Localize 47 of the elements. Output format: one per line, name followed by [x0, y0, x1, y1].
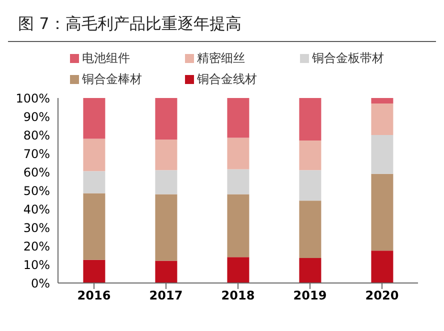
legend-label: 铜合金线材 [197, 71, 257, 88]
x-tick-label: 2020 [365, 288, 399, 303]
y-tick-label: 30% [23, 220, 50, 235]
bar [83, 138, 106, 172]
legend-label: 铜合金板带材 [312, 50, 384, 67]
bar [227, 98, 250, 138]
bar [371, 135, 394, 174]
bar [371, 98, 394, 104]
bar [155, 170, 178, 194]
legend-label: 精密细丝 [197, 50, 245, 67]
legend-label: 电池组件 [82, 50, 130, 67]
chart-title: 图 7：高毛利产品比重逐年提高 [8, 8, 436, 42]
bar [83, 171, 106, 194]
x-tick-label: 2019 [293, 288, 327, 303]
y-tick-label: 50% [23, 184, 50, 198]
bar [83, 98, 106, 139]
y-tick-label: 40% [23, 202, 50, 216]
bar [371, 174, 394, 251]
bar [155, 98, 178, 140]
x-tick-label: 2016 [77, 288, 111, 303]
legend-label: 铜合金棒材 [82, 71, 142, 88]
bar [299, 170, 322, 201]
y-tick-label: 90% [23, 110, 50, 124]
y-tick-label: 0% [30, 276, 50, 290]
y-tick-label: 70% [23, 146, 50, 161]
bar [227, 194, 250, 258]
y-tick-label: 100% [16, 91, 50, 106]
bar [155, 140, 178, 170]
bar [155, 194, 178, 261]
bar [299, 258, 322, 283]
bar [299, 200, 322, 258]
y-tick-label: 10% [23, 258, 50, 272]
bar [83, 193, 106, 260]
bar [227, 169, 250, 194]
bar [227, 257, 250, 283]
y-tick-label: 60% [23, 165, 50, 180]
bar [371, 104, 394, 135]
x-tick-label: 2017 [149, 288, 183, 303]
bar [227, 138, 250, 170]
bar [371, 250, 394, 283]
x-tick-label: 2018 [221, 288, 255, 303]
bar [299, 140, 322, 170]
bar [299, 98, 322, 141]
bar [155, 260, 178, 283]
y-tick-label: 20% [23, 239, 50, 254]
y-tick-label: 80% [23, 128, 50, 142]
bar [83, 260, 106, 283]
